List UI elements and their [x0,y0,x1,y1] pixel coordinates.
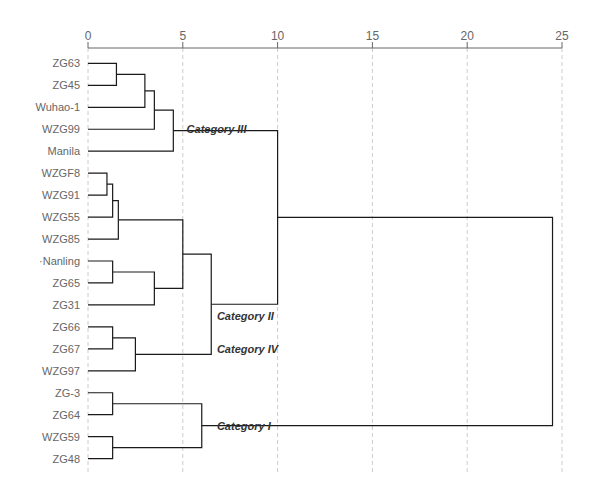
svg-text:WZG85: WZG85 [42,233,80,245]
svg-text:WZG55: WZG55 [42,211,80,223]
svg-text:10: 10 [271,29,285,43]
svg-text:ZG66: ZG66 [52,321,80,333]
svg-text:Category IV: Category IV [217,343,280,355]
svg-text:ZG63: ZG63 [52,57,80,69]
svg-text:20: 20 [461,29,475,43]
svg-text:ZG48: ZG48 [52,453,80,465]
svg-text:·Nanling: ·Nanling [39,255,80,267]
svg-text:WZG97: WZG97 [42,365,80,377]
svg-text:ZG-3: ZG-3 [55,387,80,399]
svg-text:WZG59: WZG59 [42,431,80,443]
svg-text:Category I: Category I [217,420,272,432]
svg-text:Category II: Category II [217,310,275,322]
svg-text:ZG45: ZG45 [52,79,80,91]
svg-text:WZG99: WZG99 [42,123,80,135]
svg-text:0: 0 [85,29,92,43]
svg-text:WZGF8: WZGF8 [42,167,81,179]
svg-text:Wuhao-1: Wuhao-1 [36,101,80,113]
svg-text:25: 25 [555,29,569,43]
svg-text:ZG67: ZG67 [52,343,80,355]
svg-text:ZG64: ZG64 [52,409,80,421]
svg-text:Manila: Manila [48,145,81,157]
svg-text:Category III: Category III [187,123,248,135]
svg-text:5: 5 [179,29,186,43]
svg-text:ZG65: ZG65 [52,277,80,289]
svg-text:WZG91: WZG91 [42,189,80,201]
svg-text:15: 15 [366,29,380,43]
svg-text:ZG31: ZG31 [52,299,80,311]
